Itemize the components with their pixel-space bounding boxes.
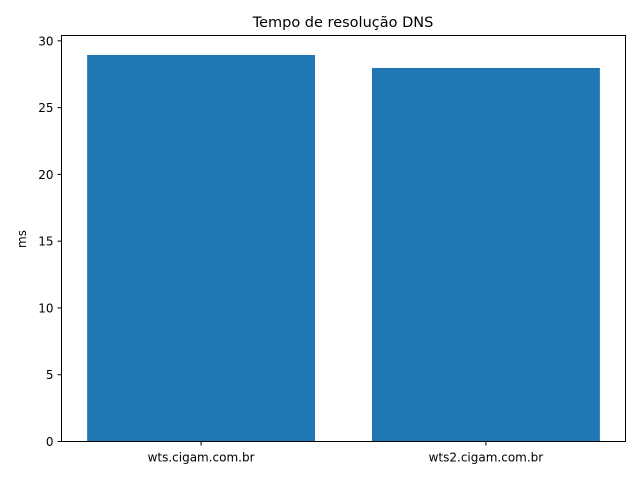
bar	[87, 54, 316, 442]
x-tick-label: wts.cigam.com.br	[148, 451, 255, 465]
bar	[371, 67, 600, 442]
y-tick-label: 20	[38, 168, 53, 182]
y-tick-label: 0	[46, 435, 54, 449]
axes-frame	[61, 35, 626, 442]
x-tick-label: wts2.cigam.com.br	[429, 451, 544, 465]
y-tick-label: 10	[38, 301, 53, 315]
y-tick-label: 5	[46, 368, 54, 382]
y-tick-label: 25	[38, 101, 53, 115]
chart-title: Tempo de resolução DNS	[252, 15, 434, 31]
y-tick-label: 30	[38, 34, 53, 48]
y-tick-label: 15	[38, 235, 53, 249]
y-axis-label: ms	[15, 230, 29, 248]
